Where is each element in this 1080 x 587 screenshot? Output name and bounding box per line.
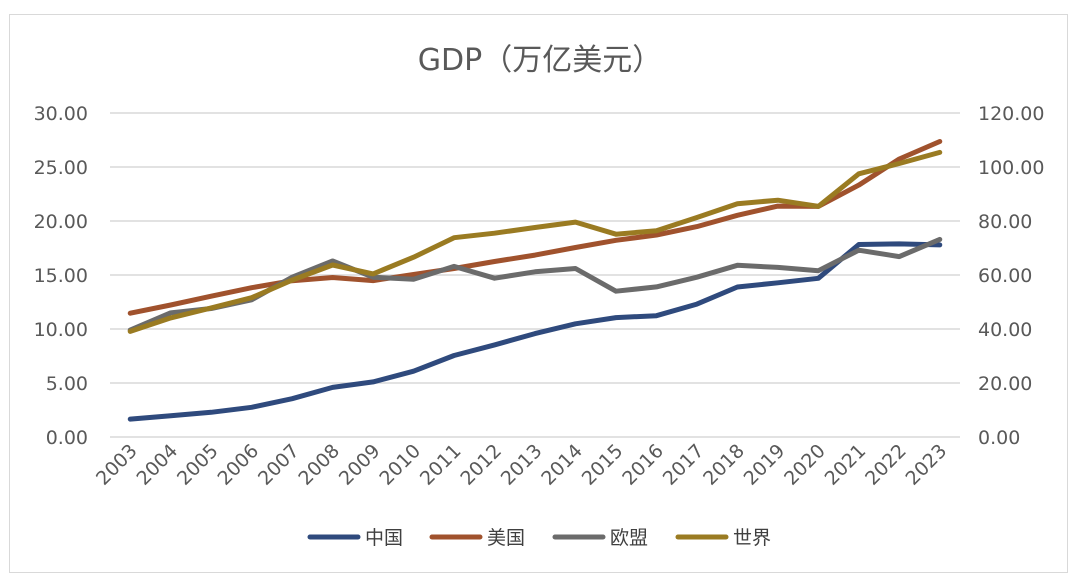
left-axis-tick: 10.00 bbox=[34, 319, 88, 341]
x-axis-tick: 2011 bbox=[416, 440, 466, 490]
right-axis-tick: 120.00 bbox=[978, 103, 1044, 125]
x-axis-tick: 2020 bbox=[780, 440, 830, 490]
left-axis-tick: 25.00 bbox=[34, 157, 88, 179]
right-axis-tick: 20.00 bbox=[978, 373, 1032, 395]
chart-frame bbox=[9, 14, 1068, 573]
x-axis-tick: 2006 bbox=[213, 440, 263, 490]
right-axis-tick: 60.00 bbox=[978, 265, 1032, 287]
x-axis-tick: 2019 bbox=[740, 440, 790, 490]
x-axis-tick: 2005 bbox=[173, 440, 223, 490]
left-axis-tick: 5.00 bbox=[46, 373, 88, 395]
x-axis-tick: 2012 bbox=[456, 440, 506, 490]
series-line-3 bbox=[127, 149, 943, 334]
x-axis-tick: 2015 bbox=[578, 440, 628, 490]
right-axis-tick: 40.00 bbox=[978, 319, 1032, 341]
legend-label: 世界 bbox=[733, 527, 771, 549]
x-axis-tick: 2004 bbox=[132, 440, 182, 490]
series-line-0 bbox=[127, 241, 943, 422]
x-axis-tick: 2003 bbox=[92, 440, 142, 490]
left-axis-tick: 30.00 bbox=[34, 103, 88, 125]
x-axis-tick: 2009 bbox=[335, 440, 385, 490]
x-axis-tick: 2016 bbox=[618, 440, 668, 490]
x-axis-tick: 2008 bbox=[294, 440, 344, 490]
x-axis-tick: 2021 bbox=[821, 440, 871, 490]
x-axis-tick: 2017 bbox=[659, 440, 709, 490]
x-axis-tick: 2022 bbox=[861, 440, 911, 490]
x-axis-tick: 2023 bbox=[902, 440, 952, 490]
legend-label: 美国 bbox=[487, 527, 525, 549]
x-axis-tick: 2018 bbox=[699, 440, 749, 490]
right-axis-tick: 100.00 bbox=[978, 157, 1044, 179]
chart-title: GDP（万亿美元） bbox=[418, 43, 662, 78]
x-axis-tick: 2014 bbox=[537, 440, 587, 490]
legend-label: 欧盟 bbox=[610, 527, 648, 549]
x-axis-tick: 2007 bbox=[254, 440, 304, 490]
legend-label: 中国 bbox=[365, 527, 403, 549]
right-axis-tick: 0.00 bbox=[978, 427, 1020, 449]
left-axis-tick: 0.00 bbox=[46, 427, 88, 449]
left-axis-tick: 15.00 bbox=[34, 265, 88, 287]
x-axis-tick: 2013 bbox=[497, 440, 547, 490]
right-axis-tick: 80.00 bbox=[978, 211, 1032, 233]
x-axis-tick: 2010 bbox=[375, 440, 425, 490]
left-axis-tick: 20.00 bbox=[34, 211, 88, 233]
